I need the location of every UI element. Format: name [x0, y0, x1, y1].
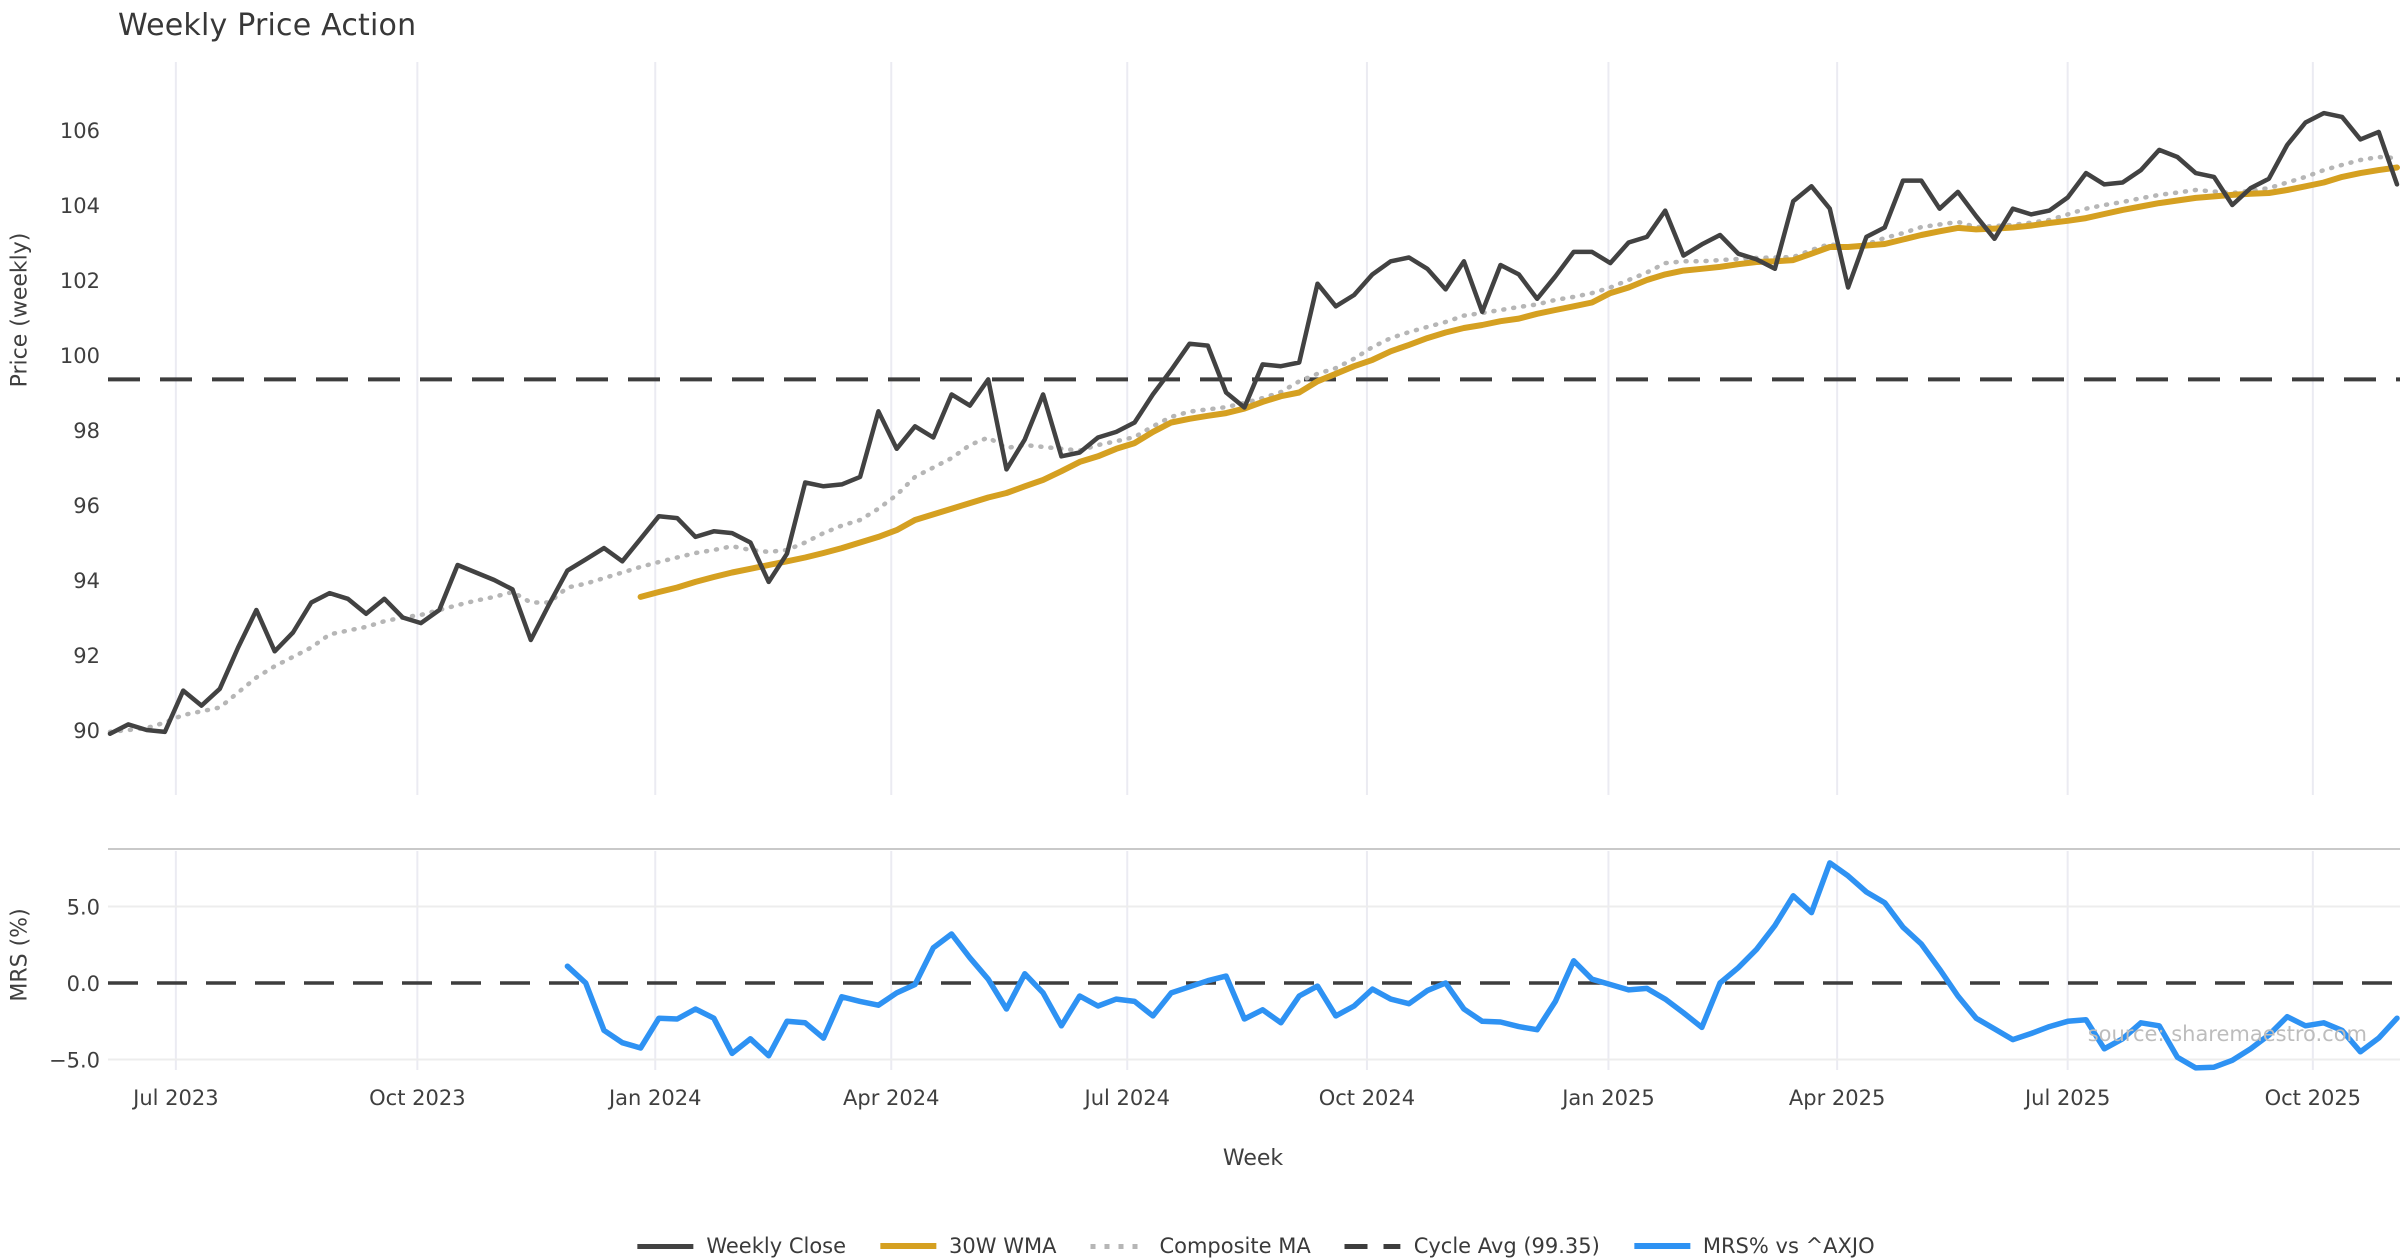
legend-label: Weekly Close	[706, 1234, 847, 1258]
x-tick-label: Jul 2025	[2023, 1086, 2110, 1110]
legend-swatch-comp	[1090, 1243, 1147, 1249]
x-tick-label: Jul 2023	[131, 1086, 218, 1110]
price-ytick-label: 100	[60, 344, 100, 368]
mrs-axis-label: MRS (%)	[7, 908, 33, 1002]
mrs-ytick-label: −5.0	[49, 1049, 100, 1073]
legend-swatch-mrs	[1633, 1243, 1690, 1249]
legend-swatch-cycle	[1344, 1243, 1401, 1249]
watermark: source: sharemaestro.com	[2087, 1022, 2367, 1046]
mrs-ytick-label: 5.0	[67, 896, 100, 920]
price-ytick-label: 94	[73, 569, 100, 593]
legend-swatch-close	[637, 1243, 694, 1249]
mrs-line	[564, 860, 2400, 1071]
composite-ma-line	[107, 154, 2400, 735]
price-ytick-label: 90	[73, 719, 100, 743]
legend-label: Composite MA	[1159, 1234, 1311, 1258]
x-tick-label: Jan 2024	[607, 1086, 702, 1110]
legend-item-close: Weekly Close	[637, 1234, 846, 1258]
x-tick-label: Apr 2024	[843, 1086, 939, 1110]
x-tick-label: Jan 2025	[1560, 1086, 1655, 1110]
legend-label: 30W WMA	[949, 1234, 1057, 1258]
legend-item-comp: Composite MA	[1090, 1234, 1311, 1258]
x-tick-label: Jul 2024	[1083, 1086, 1170, 1110]
mrs-ytick-label: 0.0	[67, 972, 100, 996]
legend-label: MRS% vs ^AXJO	[1702, 1234, 1875, 1258]
wma-line	[637, 164, 2400, 600]
legend-swatch-wma	[880, 1243, 937, 1249]
price-ytick-label: 98	[73, 419, 100, 443]
x-tick-label: Oct 2025	[2265, 1086, 2361, 1110]
chart-title: Weekly Price Action	[118, 8, 417, 43]
price-ytick-label: 92	[73, 644, 100, 668]
legend-item-mrs: MRS% vs ^AXJO	[1633, 1234, 1875, 1258]
legend-item-cycle: Cycle Avg (99.35)	[1344, 1234, 1600, 1258]
x-axis-label: Week	[1222, 1146, 1284, 1171]
x-tick-label: Oct 2024	[1319, 1086, 1415, 1110]
legend: Weekly Close 30W WMA Composite MA Cycle Avg…	[637, 1234, 1875, 1258]
weekly-close-line	[107, 110, 2400, 736]
price-ytick-label: 96	[73, 494, 100, 518]
legend-label: Cycle Avg (99.35)	[1413, 1234, 1600, 1258]
price-ytick-label: 106	[60, 119, 100, 143]
price-axis-label: Price (weekly)	[7, 232, 33, 388]
legend-item-wma: 30W WMA	[880, 1234, 1056, 1258]
x-tick-label: Apr 2025	[1789, 1086, 1885, 1110]
price-ytick-label: 102	[60, 269, 100, 293]
x-tick-label: Oct 2023	[369, 1086, 465, 1110]
price-ytick-label: 104	[60, 194, 100, 218]
